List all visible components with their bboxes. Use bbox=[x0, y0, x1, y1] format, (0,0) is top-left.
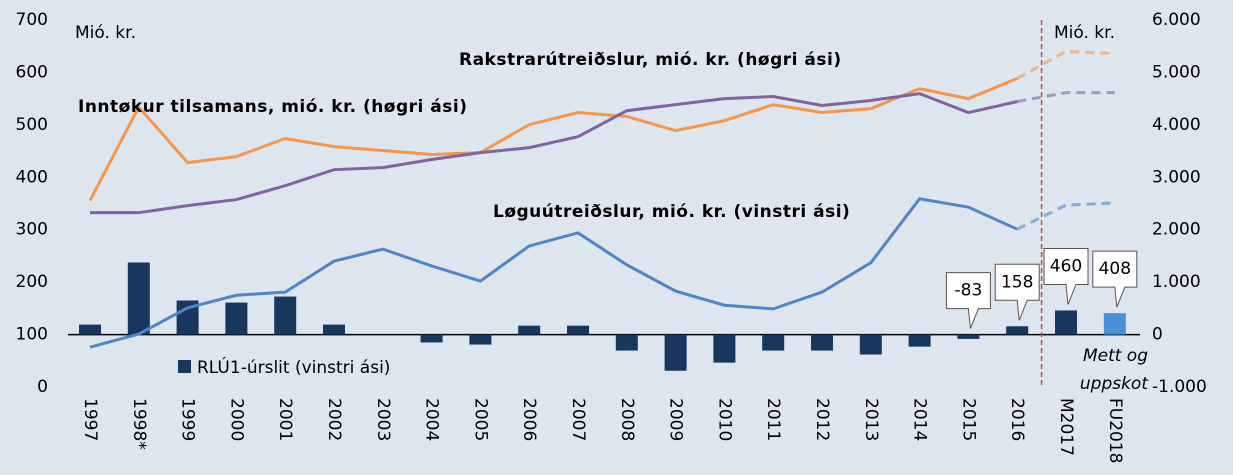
y-tick-label: 600 bbox=[16, 62, 48, 82]
bar bbox=[1103, 313, 1126, 335]
y-tick-label: 300 bbox=[16, 220, 48, 240]
legend-swatch bbox=[178, 360, 191, 373]
forecast-line bbox=[1016, 49, 1115, 80]
bar bbox=[176, 300, 199, 335]
y-tick-label: 200 bbox=[16, 272, 48, 292]
x-tick-label: FU2018 bbox=[1105, 398, 1125, 464]
series-label: Løguútreiðslur, mió. kr. (vinstri ási) bbox=[493, 202, 850, 222]
bar bbox=[957, 334, 980, 339]
x-tick-label: 2010 bbox=[714, 398, 734, 441]
x-tick-label: 2008 bbox=[617, 398, 637, 441]
bar bbox=[323, 324, 345, 335]
annotation: uppskot bbox=[1080, 374, 1149, 394]
y-tick-label: 500 bbox=[16, 115, 48, 135]
bar bbox=[615, 334, 638, 351]
series-label: Rakstrarútreiðslur, mió. kr. (høgri ási) bbox=[459, 50, 842, 70]
line bbox=[90, 92, 1018, 215]
value-callout bbox=[1043, 247, 1089, 305]
y-tick-label: 400 bbox=[16, 167, 48, 187]
line bbox=[88, 77, 1018, 202]
bar bbox=[127, 262, 150, 335]
value-callout bbox=[1092, 250, 1138, 308]
y2-tick-label: 6.000 bbox=[1152, 10, 1201, 30]
annotation: Mett og bbox=[1083, 346, 1148, 366]
bar bbox=[567, 325, 589, 335]
bar bbox=[1006, 326, 1029, 335]
x-tick-label: 1999 bbox=[178, 398, 198, 441]
y2-tick-label: 5.000 bbox=[1152, 62, 1201, 82]
bar bbox=[518, 325, 541, 335]
x-tick-label: 2004 bbox=[422, 398, 442, 441]
x-tick-label: 2005 bbox=[470, 398, 490, 441]
axis-unit: Mió. kr. bbox=[75, 23, 136, 43]
value-label: 460 bbox=[1050, 256, 1082, 276]
x-tick-label: 2015 bbox=[958, 398, 978, 441]
y-tick-label: 100 bbox=[16, 325, 48, 345]
x-tick-label: 1998* bbox=[129, 398, 149, 450]
x-tick-label: 2014 bbox=[910, 398, 930, 441]
value-callout bbox=[994, 263, 1040, 321]
y2-tick-label: 2.000 bbox=[1152, 220, 1201, 240]
bar bbox=[225, 302, 248, 335]
y2-tick-label: 1.000 bbox=[1152, 272, 1201, 292]
y-tick-label: 0 bbox=[37, 377, 48, 397]
forecast-line bbox=[1016, 201, 1115, 231]
x-tick-label: 2009 bbox=[666, 398, 686, 441]
bar bbox=[1055, 310, 1077, 335]
x-tick-label: 2013 bbox=[861, 398, 881, 441]
bar bbox=[420, 334, 443, 343]
x-tick-label: 2011 bbox=[763, 398, 783, 441]
bar bbox=[274, 296, 297, 335]
bar bbox=[859, 334, 882, 355]
value-label: 158 bbox=[1001, 272, 1033, 292]
x-tick-label: 2002 bbox=[324, 398, 344, 441]
bar bbox=[664, 334, 687, 371]
y2-tick-label: 4.000 bbox=[1152, 115, 1201, 135]
axis-unit: Mió. kr. bbox=[1054, 23, 1115, 43]
bar bbox=[762, 334, 785, 351]
legend-label: RLÚ1-úrslit (vinstri ási) bbox=[197, 356, 390, 378]
forecast-line bbox=[1016, 91, 1115, 104]
bar bbox=[908, 334, 931, 347]
x-tick-label: 1997 bbox=[80, 398, 100, 441]
y-tick-label: 700 bbox=[16, 10, 48, 30]
y2-tick-label: 3.000 bbox=[1152, 167, 1201, 187]
x-tick-label: 2001 bbox=[275, 398, 295, 441]
value-label: 408 bbox=[1099, 259, 1131, 279]
y2-tick-label: -1.000 bbox=[1152, 377, 1207, 397]
x-tick-label: 2012 bbox=[812, 398, 832, 441]
x-tick-label: 2006 bbox=[519, 398, 539, 441]
bar bbox=[713, 334, 736, 363]
bar bbox=[79, 324, 101, 335]
line bbox=[89, 197, 1018, 349]
value-callout bbox=[945, 272, 991, 329]
x-tick-label: 2007 bbox=[568, 398, 588, 441]
x-tick-label: 2003 bbox=[373, 398, 393, 441]
y2-tick-label: 0 bbox=[1152, 325, 1163, 345]
x-tick-label: 2016 bbox=[1007, 398, 1027, 441]
bar bbox=[811, 334, 833, 351]
x-tick-label: 2000 bbox=[226, 398, 246, 441]
bar bbox=[469, 334, 492, 345]
x-tick-label: M2017 bbox=[1056, 398, 1076, 456]
value-label: -83 bbox=[955, 281, 983, 301]
series-label: Inntøkur tilsamans, mió. kr. (høgri ási) bbox=[78, 97, 467, 117]
